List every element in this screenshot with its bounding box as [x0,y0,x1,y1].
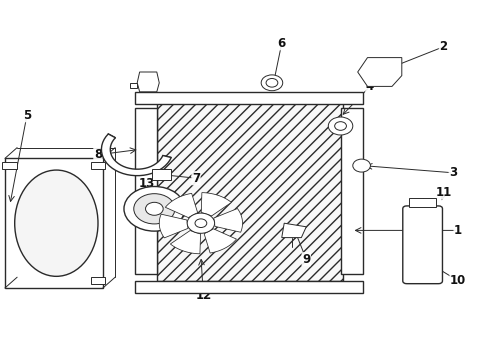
Text: 13: 13 [139,177,155,190]
Text: 4: 4 [366,80,374,93]
Bar [135,108,157,274]
Bar [157,101,343,281]
Text: 6: 6 [278,37,286,50]
FancyBboxPatch shape [403,206,442,284]
Polygon shape [159,214,188,238]
Circle shape [134,194,175,224]
Text: 8: 8 [94,148,102,161]
Bar [135,281,363,293]
Circle shape [261,75,283,91]
Polygon shape [201,193,231,216]
Bar [130,83,137,88]
Circle shape [266,78,278,87]
Circle shape [146,202,163,215]
Circle shape [328,117,353,135]
Polygon shape [137,72,159,92]
Circle shape [353,159,370,172]
Circle shape [187,213,215,233]
Text: 10: 10 [450,274,466,287]
Polygon shape [282,223,306,238]
Text: 3: 3 [449,166,457,179]
Text: 9: 9 [302,253,310,266]
Bar [2,162,17,169]
Polygon shape [214,208,243,232]
Bar [135,92,363,104]
Text: 12: 12 [195,289,212,302]
Text: 1: 1 [454,224,462,237]
Bar [91,162,105,169]
Polygon shape [165,193,197,217]
Polygon shape [204,229,237,253]
Polygon shape [101,134,171,176]
Polygon shape [171,230,200,254]
Bar [152,169,171,180]
Circle shape [335,122,346,130]
Bar [5,158,103,288]
Circle shape [195,219,207,228]
Bar [341,108,363,274]
Text: 2: 2 [440,40,447,53]
Bar [409,198,436,207]
Bar [91,277,105,284]
Text: 11: 11 [435,186,452,199]
Circle shape [124,186,185,231]
Text: 5: 5 [23,109,31,122]
Polygon shape [358,58,402,86]
Text: 7: 7 [192,172,200,185]
Ellipse shape [15,170,98,276]
